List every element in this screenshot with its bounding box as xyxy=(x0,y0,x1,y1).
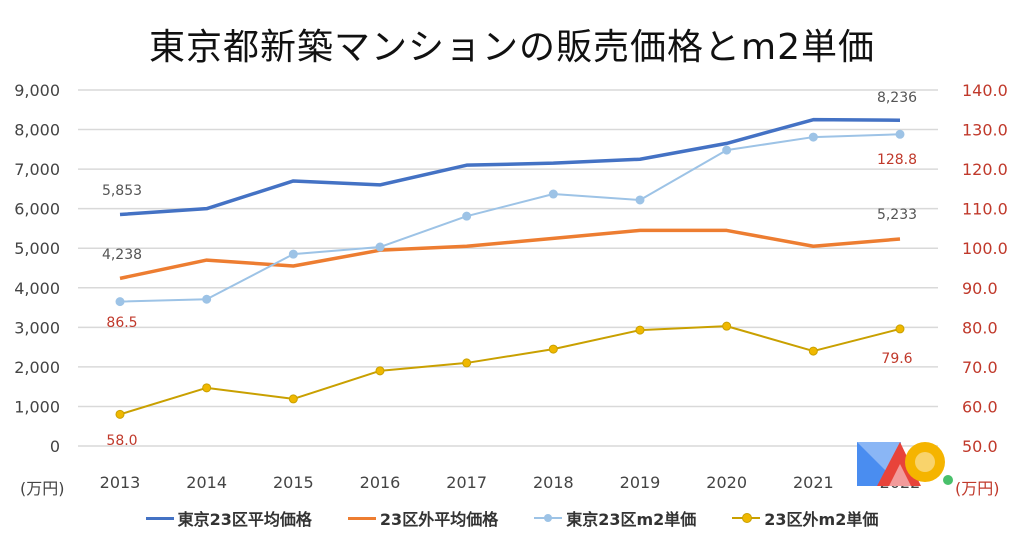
left-axis-tick-label: 7,000 xyxy=(14,160,60,179)
x-axis-tick-label: 2013 xyxy=(100,473,141,492)
series-point-2 xyxy=(722,145,732,155)
left-axis-tick-label: 5,000 xyxy=(14,239,60,258)
x-axis-tick-label: 2017 xyxy=(446,473,487,492)
right-axis-tick-label: 130.0 xyxy=(962,121,1008,140)
data-label: 5,233 xyxy=(877,207,917,223)
series-point-3 xyxy=(115,409,125,419)
right-axis-tick-label: 50.0 xyxy=(962,437,998,456)
left-axis-tick-label: 8,000 xyxy=(14,121,60,140)
data-label: 86.5 xyxy=(106,315,137,331)
left-axis-tick-label: 0 xyxy=(50,437,60,456)
legend-item-outside23-avg-price: 23区外平均価格 xyxy=(347,506,499,530)
series-line-3 xyxy=(119,325,901,416)
series-point-2 xyxy=(635,195,645,205)
right-axis-tick-label: 90.0 xyxy=(962,279,998,298)
left-axis-tick-label: 3,000 xyxy=(14,318,60,337)
series-line-2 xyxy=(119,133,901,303)
series-point-2 xyxy=(548,189,558,199)
left-axis-tick-label: 9,000 xyxy=(14,81,60,100)
series-point-2 xyxy=(895,129,905,139)
legend: 東京23区平均価格 23区外平均価格 東京23区m2単価 23区外m2単価 xyxy=(0,506,1024,530)
series-point-3 xyxy=(722,321,732,331)
legend-label: 23区外m2単価 xyxy=(764,510,879,529)
right-axis-tick-label: 70.0 xyxy=(962,358,998,377)
legend-label: 23区外平均価格 xyxy=(379,510,499,529)
series-point-2 xyxy=(288,249,298,259)
left-axis-tick-label: 6,000 xyxy=(14,200,60,219)
left-axis-tick-label: 1,000 xyxy=(14,397,60,416)
data-label: 128.8 xyxy=(877,152,917,168)
left-axis-unit-label: (万円) xyxy=(20,479,65,498)
chart-title: 東京都新築マンションの販売価格とm2単価 xyxy=(149,27,875,68)
legend-swatch xyxy=(732,513,761,523)
x-axis-tick-label: 2014 xyxy=(186,473,227,492)
legend-swatch xyxy=(145,516,174,520)
x-axis-tick-label: 2016 xyxy=(360,473,401,492)
legend-label: 東京23区m2単価 xyxy=(566,510,697,529)
x-axis-tick-label: 2020 xyxy=(706,473,747,492)
data-label: 79.6 xyxy=(881,351,912,367)
series-point-3 xyxy=(462,358,472,368)
left-axis-tick-label: 2,000 xyxy=(14,358,60,377)
data-label: 4,238 xyxy=(102,247,142,263)
right-axis-tick-label: 110.0 xyxy=(962,200,1008,219)
data-label: 58.0 xyxy=(106,433,137,449)
right-axis-tick-label: 140.0 xyxy=(962,81,1008,100)
right-axis-unit-label: (万円) xyxy=(955,479,1000,498)
data-label: 5,853 xyxy=(102,183,142,199)
series-point-2 xyxy=(462,211,472,221)
legend-swatch xyxy=(534,514,563,522)
x-axis-tick-label: 2015 xyxy=(273,473,314,492)
series-point-3 xyxy=(635,325,645,335)
right-axis-tick-label: 80.0 xyxy=(962,318,998,337)
legend-item-tokyo23-avg-price: 東京23区平均価格 xyxy=(145,506,312,530)
series-point-3 xyxy=(202,383,212,393)
series-point-3 xyxy=(808,346,818,356)
series-point-3 xyxy=(375,366,385,376)
data-label: 8,236 xyxy=(877,90,917,106)
legend-label: 東京23区平均価格 xyxy=(177,510,312,529)
series-point-2 xyxy=(375,242,385,252)
x-axis-tick-label: 2021 xyxy=(793,473,834,492)
series-line-0 xyxy=(119,117,901,217)
series-point-3 xyxy=(548,344,558,354)
right-axis-tick-label: 120.0 xyxy=(962,160,1008,179)
series-point-2 xyxy=(202,294,212,304)
series-line-1 xyxy=(119,228,901,281)
series-point-2 xyxy=(808,132,818,142)
legend-item-outside23-m2-price: 23区外m2単価 xyxy=(732,506,878,530)
series-point-2 xyxy=(115,297,125,307)
series-point-3 xyxy=(288,394,298,404)
series-point-3 xyxy=(895,324,905,334)
x-axis-tick-label: 2019 xyxy=(620,473,661,492)
watermark-logo-icon xyxy=(857,442,953,486)
right-axis-tick-label: 60.0 xyxy=(962,397,998,416)
x-axis-tick-label: 2018 xyxy=(533,473,574,492)
left-axis-tick-label: 4,000 xyxy=(14,279,60,298)
legend-item-tokyo23-m2-price: 東京23区m2単価 xyxy=(534,506,696,530)
right-axis-tick-label: 100.0 xyxy=(962,239,1008,258)
legend-swatch xyxy=(347,516,376,520)
